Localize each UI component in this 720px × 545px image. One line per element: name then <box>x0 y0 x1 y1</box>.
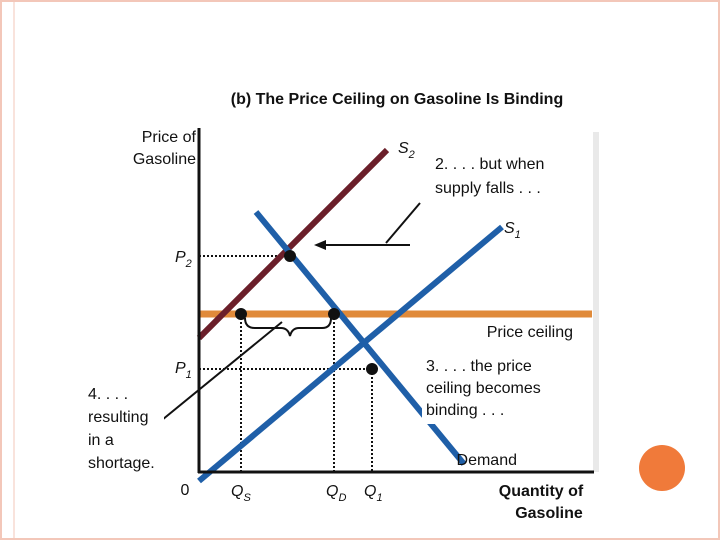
s2-label: S2 <box>398 140 415 161</box>
y-axis-label-line2: Gasoline <box>133 151 196 168</box>
supply-s2-line <box>196 147 390 341</box>
chart-title: (b) The Price Ceiling on Gasoline Is Bin… <box>231 91 563 108</box>
quantity-demanded-point <box>328 308 340 320</box>
callout-line-shortage <box>161 321 283 421</box>
annotation-binding-box <box>422 350 558 424</box>
origin-label: 0 <box>181 482 190 499</box>
qs-tick-label: QS <box>231 483 251 504</box>
annotation-supply-falls-box <box>432 148 560 202</box>
callout-line-supply-falls <box>385 202 421 244</box>
annotation-supply-falls-line1: 2. . . . but when <box>435 156 544 173</box>
x-axis-label-line1: Quantity of <box>499 483 584 500</box>
annotation-shortage-line3: in a <box>88 432 114 449</box>
quantity-supplied-point <box>235 308 247 320</box>
s1-label: S1 <box>504 220 521 241</box>
p2-tick-label: P2 <box>175 249 192 270</box>
equilibrium-point-p1 <box>366 363 378 375</box>
annotation-shortage-box <box>84 376 164 472</box>
annotation-supply-falls-line2: supply falls . . . <box>435 180 541 197</box>
demand-label: Demand <box>457 452 517 469</box>
equilibrium-point-p2 <box>284 250 296 262</box>
annotation-binding-line3: binding . . . <box>426 402 504 419</box>
shortage-brace <box>244 317 332 337</box>
qd-tick-label: QD <box>326 483 346 504</box>
annotation-binding-line1: 3. . . . the price <box>426 358 532 375</box>
annotation-shortage-line2: resulting <box>88 409 148 426</box>
p1-tick-label: P1 <box>175 360 192 381</box>
annotation-binding-line2: ceiling becomes <box>426 380 541 397</box>
supply-shift-arrowhead <box>314 240 326 250</box>
y-axis-label-line1: Price of <box>142 129 197 146</box>
annotation-shortage-line1: 4. . . . <box>88 386 128 403</box>
annotation-shortage-line4: shortage. <box>88 455 155 472</box>
supply-s1-line <box>197 224 504 484</box>
decorative-circle <box>639 445 685 491</box>
x-axis-label-line2: Gasoline <box>515 505 583 522</box>
q1-tick-label: Q1 <box>364 483 383 504</box>
price-ceiling-label: Price ceiling <box>487 324 573 341</box>
